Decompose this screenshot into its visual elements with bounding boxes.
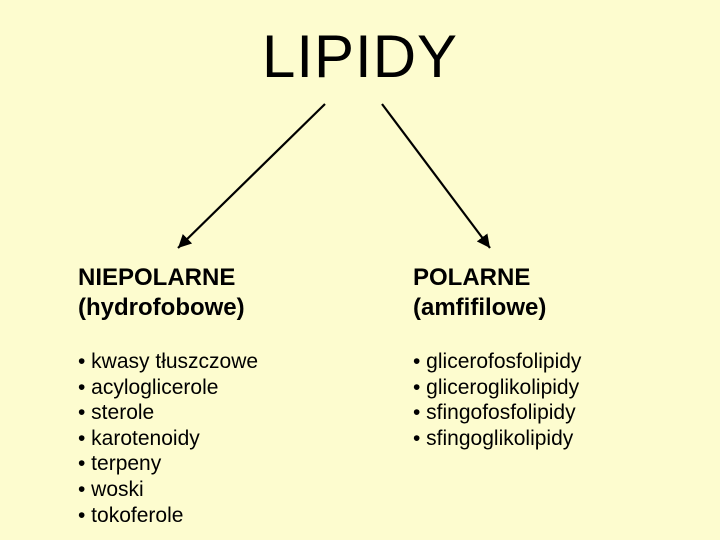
list-item: • sterole (78, 400, 258, 426)
branch-left-items: • kwasy tłuszczowe• acyloglicerole• ster… (78, 349, 258, 528)
branch-right-title: POLARNE (413, 263, 581, 293)
branch-right: POLARNE (amfifilowe) • glicerofosfolipid… (413, 263, 581, 451)
branch-left-subtitle: (hydrofobowe) (78, 293, 258, 323)
list-item: • gliceroglikolipidy (413, 375, 581, 401)
list-item: • sfingoglikolipidy (413, 426, 581, 452)
list-item: • tokoferole (78, 503, 258, 529)
branch-arrows (0, 100, 720, 270)
list-item: • terpeny (78, 451, 258, 477)
list-item: • glicerofosfolipidy (413, 349, 581, 375)
arrow-left (178, 104, 325, 248)
arrow-right (382, 104, 490, 248)
list-item: • karotenoidy (78, 426, 258, 452)
list-item: • acyloglicerole (78, 375, 258, 401)
branch-right-items: • glicerofosfolipidy• gliceroglikolipidy… (413, 349, 581, 451)
list-item: • woski (78, 477, 258, 503)
diagram-title: LIPIDY (262, 22, 458, 91)
list-item: • sfingofosfolipidy (413, 400, 581, 426)
branch-left-title: NIEPOLARNE (78, 263, 258, 293)
branch-left: NIEPOLARNE (hydrofobowe) • kwasy tłuszcz… (78, 263, 258, 528)
branch-right-subtitle: (amfifilowe) (413, 293, 581, 323)
list-item: • kwasy tłuszczowe (78, 349, 258, 375)
